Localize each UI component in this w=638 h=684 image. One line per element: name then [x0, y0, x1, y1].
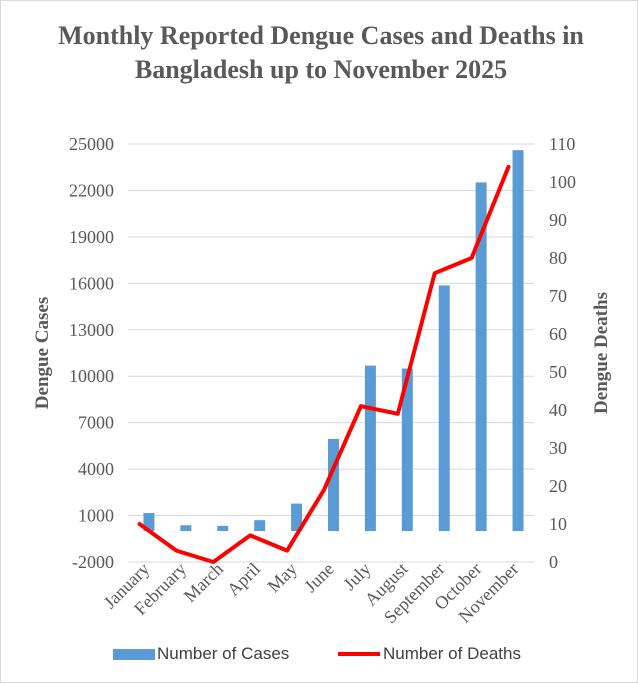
right-tick-label: 50 [549, 362, 567, 382]
left-tick-label: 1000 [78, 506, 114, 526]
legend-item-cases: Number of Cases [113, 641, 289, 667]
bar-september [439, 285, 450, 531]
left-tick-label: 22000 [69, 180, 114, 200]
right-tick-label: 70 [549, 286, 567, 306]
x-tick-label: May [263, 559, 300, 596]
bar-april [254, 520, 265, 531]
legend-label-deaths: Number of Deaths [383, 644, 521, 664]
bar-february [180, 525, 191, 531]
x-tick-label: March [180, 559, 227, 606]
left-axis-title: Dengue Cases [32, 297, 53, 409]
bar-november [513, 150, 524, 531]
legend-label-cases: Number of Cases [157, 644, 289, 664]
left-tick-label: 16000 [69, 273, 114, 293]
right-tick-label: 10 [549, 514, 567, 534]
right-tick-label: 20 [549, 476, 567, 496]
legend-line-swatch [338, 652, 380, 656]
left-tick-label: 19000 [69, 227, 114, 247]
right-tick-label: 90 [549, 210, 567, 230]
bar-july [365, 366, 376, 531]
bar-june [328, 439, 339, 531]
left-tick-label: 7000 [78, 413, 114, 433]
right-tick-label: 0 [549, 552, 558, 572]
bar-march [217, 526, 228, 531]
bar-series-cases [143, 150, 523, 531]
right-tick-label: 40 [549, 400, 567, 420]
right-tick-label: 80 [549, 248, 567, 268]
left-tick-label: 4000 [78, 459, 114, 479]
left-tick-label: 25000 [69, 134, 114, 154]
legend: Number of Cases Number of Deaths [1, 641, 638, 667]
x-tick-label: June [300, 559, 337, 596]
right-tick-label: 30 [549, 438, 567, 458]
left-tick-label: 13000 [69, 320, 114, 340]
left-tick-label: -2000 [72, 552, 114, 572]
left-y-axis-ticks: 25000 22000 19000 16000 13000 10000 7000 4000 10… [69, 134, 114, 572]
right-axis-title: Dengue Deaths [591, 292, 612, 414]
legend-item-deaths: Number of Deaths [338, 641, 521, 667]
legend-bar-swatch [113, 649, 155, 660]
left-tick-label: 10000 [69, 366, 114, 386]
right-tick-label: 60 [549, 324, 567, 344]
x-tick-label: April [223, 559, 264, 600]
deaths-line [140, 167, 509, 562]
right-tick-label: 110 [549, 134, 575, 154]
right-tick-label: 100 [549, 172, 576, 192]
line-series-deaths [139, 167, 508, 562]
